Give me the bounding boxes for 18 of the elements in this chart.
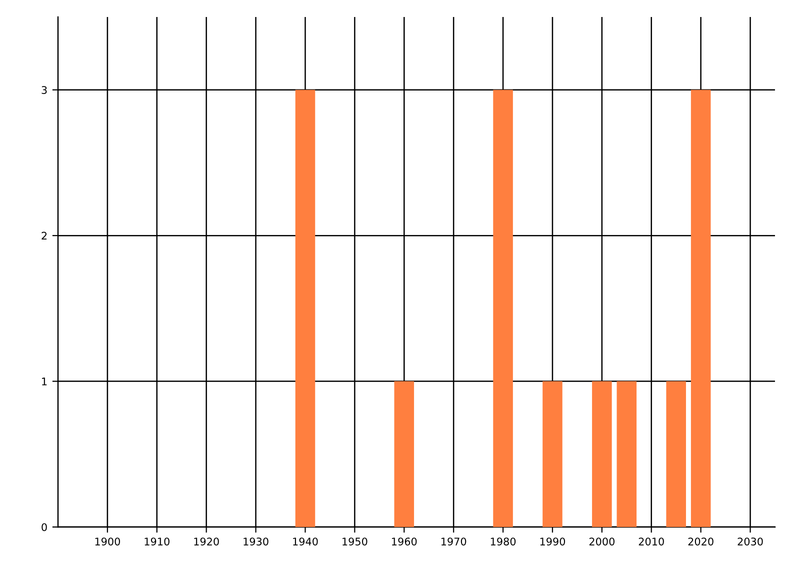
x-tick-label: 1980 [490, 538, 516, 546]
x-tick-label: 1950 [342, 538, 368, 546]
x-tick-label: 2020 [688, 538, 714, 546]
x-tick-label: 1900 [95, 538, 120, 546]
x-tick-label: 1960 [392, 538, 417, 546]
y-tick-label: 3 [42, 86, 47, 94]
x-tick-label: 1940 [293, 538, 318, 546]
x-tick-label: 1930 [244, 538, 268, 546]
y-tick-label: 1 [42, 378, 47, 386]
y-tick-label: 2 [42, 232, 47, 240]
x-tick-label: 2010 [638, 538, 664, 546]
x-tick-label: 1970 [441, 538, 466, 546]
x-tick-label: 1990 [540, 538, 566, 546]
x-tick-label: 1910 [144, 538, 170, 546]
x-tick-label: 2000 [589, 538, 614, 546]
y-tick-label: 0 [42, 523, 47, 532]
x-tick-label: 1920 [194, 538, 219, 546]
x-tick-label: 2030 [738, 538, 763, 546]
